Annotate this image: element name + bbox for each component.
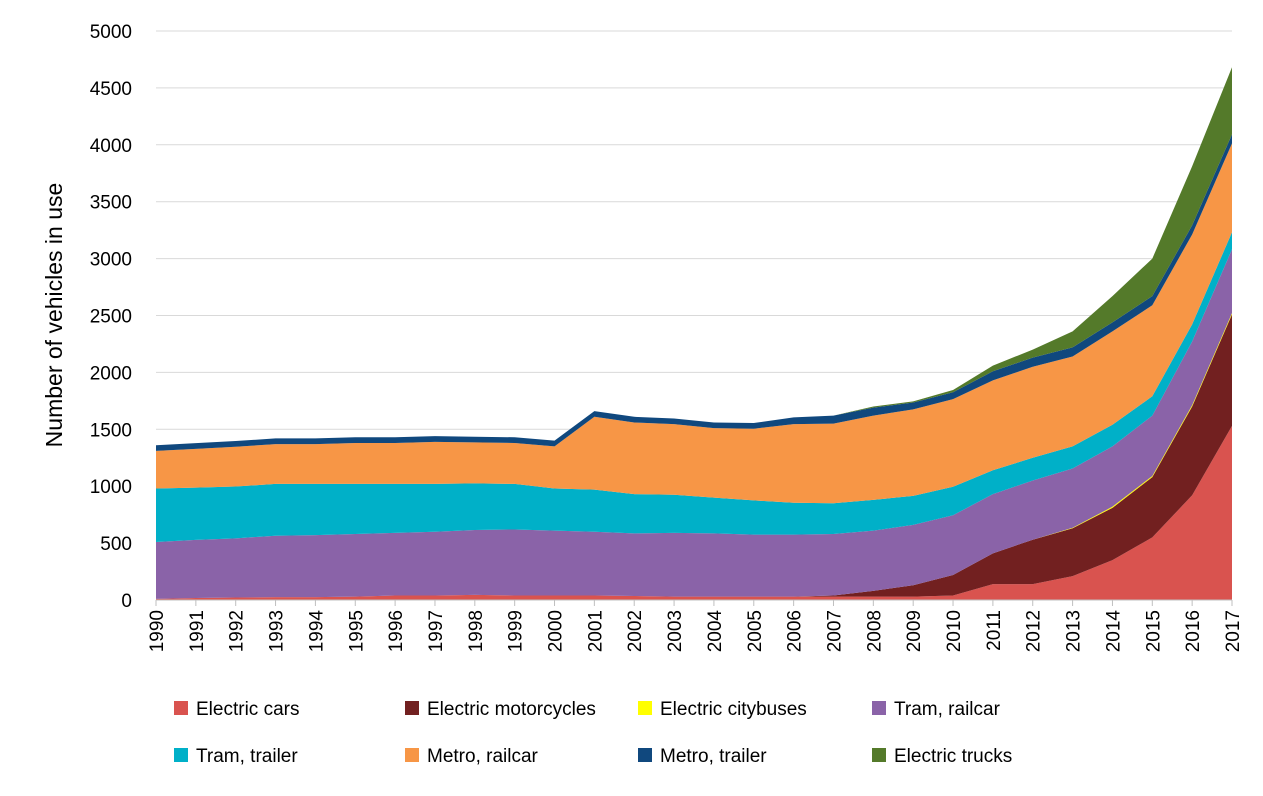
- y-axis-title: Number of vehicles in use: [41, 183, 67, 448]
- x-tick-label: 2001: [585, 610, 606, 652]
- x-tick-label: 2008: [864, 610, 885, 652]
- y-tick-label: 1500: [90, 420, 132, 441]
- area-series-3: [156, 249, 1232, 599]
- x-tick-label: 2012: [1024, 610, 1045, 652]
- legend-label: Tram, trailer: [196, 746, 298, 767]
- legend-item: Metro, railcar: [405, 746, 539, 767]
- legend-swatch: [638, 748, 652, 762]
- legend-swatch: [174, 748, 188, 762]
- y-tick-label: 4500: [90, 79, 132, 100]
- series-areas: [156, 67, 1232, 600]
- legend-swatch: [872, 701, 886, 715]
- legend-item: Tram, trailer: [174, 746, 298, 767]
- x-tick-label: 1995: [346, 610, 367, 652]
- x-tick-label: 1994: [306, 610, 327, 653]
- legend-swatch: [405, 701, 419, 715]
- x-tick-label: 2010: [944, 610, 965, 652]
- y-tick-label: 2000: [90, 363, 132, 384]
- x-tick-label: 1999: [506, 610, 527, 652]
- legend-label: Electric cars: [196, 699, 299, 720]
- x-tick-label: 1990: [147, 610, 168, 652]
- x-tick-label: 2009: [904, 610, 925, 652]
- x-tick-label: 2016: [1183, 610, 1204, 652]
- x-tick-label: 1996: [386, 610, 407, 652]
- legend-swatch: [872, 748, 886, 762]
- x-tick-label: 1993: [267, 610, 288, 652]
- y-tick-label: 1000: [90, 477, 132, 498]
- legend-item: Electric cars: [174, 699, 299, 720]
- x-tick-labels: 1990 1991 1992 1993 1994 1995 1996 1997 1998 1999…: [147, 610, 1244, 653]
- legend-item: Metro, trailer: [638, 746, 767, 767]
- legend-label: Metro, trailer: [660, 746, 767, 767]
- axes: [155, 599, 1233, 606]
- legend-label: Electric trucks: [894, 746, 1012, 767]
- y-tick-label: 500: [100, 534, 132, 555]
- x-tick-label: 2017: [1223, 610, 1244, 652]
- y-tick-label: 2500: [90, 307, 132, 328]
- legend-item: Tram, railcar: [872, 699, 1001, 720]
- area-series-4: [156, 232, 1232, 542]
- x-tick-label: 2002: [625, 610, 646, 652]
- legend-label: Metro, railcar: [427, 746, 539, 767]
- x-tick-label: 2003: [665, 610, 686, 652]
- legend-label: Electric citybuses: [660, 699, 807, 720]
- legend-item: Electric citybuses: [638, 699, 807, 720]
- area-series-0: [156, 425, 1232, 600]
- y-tick-label: 3500: [90, 193, 132, 214]
- y-tick-label: 5000: [90, 22, 132, 43]
- legend-label: Tram, railcar: [894, 699, 1001, 720]
- legend-swatch: [405, 748, 419, 762]
- legend-label: Electric motorcycles: [427, 699, 596, 720]
- x-tick-label: 1992: [227, 610, 248, 652]
- y-tick-label: 0: [121, 591, 132, 612]
- x-tick-label: 2005: [745, 610, 766, 652]
- x-tick-label: 1997: [426, 610, 447, 652]
- x-tick-label: 1998: [466, 610, 487, 652]
- x-tick-label: 2004: [705, 610, 726, 653]
- x-tick-label: 2007: [824, 610, 845, 652]
- x-tick-label: 2013: [1064, 610, 1085, 652]
- y-tick-labels: 0 500 1000 1500 2000 2500 3000 3500 4000 4500 5000: [90, 22, 132, 612]
- x-tick-label: 2014: [1103, 610, 1124, 653]
- x-tick-label: 1991: [187, 610, 208, 652]
- legend: Electric cars Electric motorcycles Electri…: [174, 699, 1012, 767]
- legend-item: Electric motorcycles: [405, 699, 596, 720]
- y-tick-label: 3000: [90, 250, 132, 271]
- area-series-5: [156, 143, 1232, 504]
- y-tick-label: 4000: [90, 136, 132, 157]
- x-tick-label: 2015: [1143, 610, 1164, 652]
- legend-item: Electric trucks: [872, 746, 1012, 767]
- x-tick-label: 2006: [785, 610, 806, 652]
- legend-swatch: [638, 701, 652, 715]
- x-tick-label: 2011: [984, 610, 1005, 651]
- legend-swatch: [174, 701, 188, 715]
- x-tick-label: 2000: [546, 610, 567, 652]
